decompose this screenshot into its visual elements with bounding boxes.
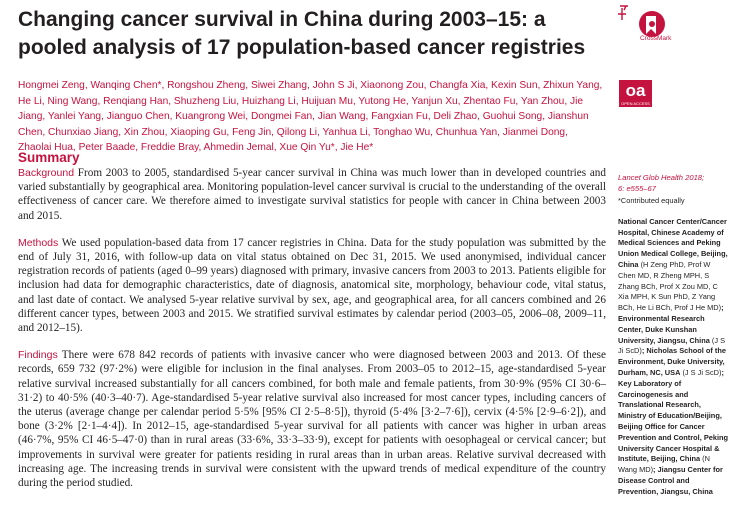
crossmark-label: CrossMark xyxy=(640,35,672,42)
summary-heading: Summary xyxy=(18,150,80,165)
findings-text: There were 678 842 records of patients w… xyxy=(18,349,606,490)
crossmark-icon[interactable] xyxy=(616,4,676,46)
contributed-note: *Contributed equally xyxy=(618,196,685,205)
methods-paragraph: Methods We used population-based data fr… xyxy=(18,236,606,335)
article-title: Changing cancer survival in China during… xyxy=(18,8,586,59)
affiliation-authors: (J S Ji ScD) xyxy=(680,367,722,377)
author-list[interactable]: Hongmei Zeng, Wanqing Chen*, Rongshou Zh… xyxy=(18,80,603,153)
background-label: Background xyxy=(18,167,75,179)
background-text: From 2003 to 2005, standardised 5-year c… xyxy=(18,167,606,222)
methods-label: Methods xyxy=(18,236,59,249)
affiliation-name: ; Key Laboratory of Carcinogenesis and T… xyxy=(618,367,729,464)
affiliation-authors: (H Zeng PhD, Prof W Chen MD, R Zheng MPH… xyxy=(618,259,722,313)
open-access-badge: oa xyxy=(619,80,652,107)
sidebar: Lancet Glob Health 2018; 6: e555–67 *Cont… xyxy=(618,172,730,498)
affiliations: National Cancer Center/Cancer Hospital, … xyxy=(618,217,730,498)
findings-label: Findings xyxy=(18,349,58,362)
affiliation-name: National Cancer Center/Cancer Hospital, … xyxy=(618,216,728,269)
affiliation-authors: (J S Ji ScD) xyxy=(618,335,726,356)
open-access-label: OPEN ACCESS xyxy=(621,101,650,106)
affiliation-name: ; Environmental Research Center, Duke Ku… xyxy=(618,303,724,345)
affiliation-name: ; Nicholas School of the Environment, Du… xyxy=(618,346,727,377)
citation-line-1: Lancet Glob Health 2018; xyxy=(618,173,705,182)
background-paragraph: Background From 2003 to 2005, standardis… xyxy=(18,166,606,223)
journal-citation[interactable]: Lancet Glob Health 2018; 6: e555–67 xyxy=(618,172,730,194)
affiliation-name: ; Jiangsu Center for Disease Control and… xyxy=(618,465,723,496)
summary-body: Background From 2003 to 2005, standardis… xyxy=(18,166,606,503)
methods-text: We used population-based data from 17 ca… xyxy=(18,236,606,335)
citation-line-2: 6: e555–67 xyxy=(618,184,657,193)
affiliation-authors: (N Wang MD) xyxy=(618,454,710,475)
findings-paragraph: Findings There were 678 842 records of p… xyxy=(18,348,606,490)
